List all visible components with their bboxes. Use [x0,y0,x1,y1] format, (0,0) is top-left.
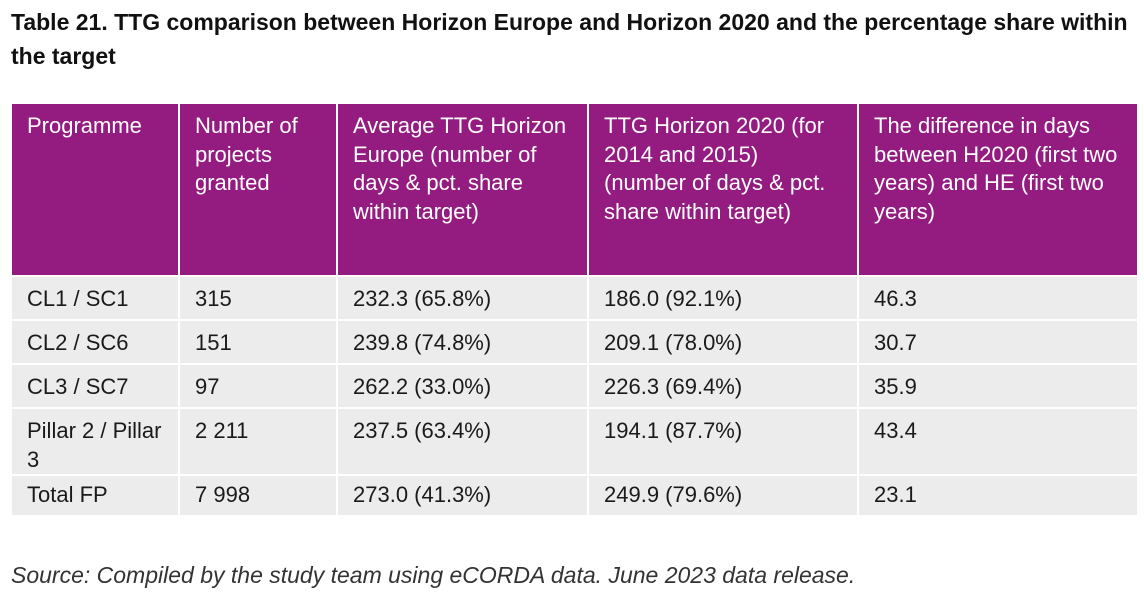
cell-ttg-he: 232.3 (65.8%) [336,275,588,320]
cell-difference: 30.7 [857,319,1137,364]
cell-projects: 315 [178,275,337,320]
cell-ttg-h2020: 186.0 (92.1%) [587,275,858,320]
cell-ttg-h2020: 194.1 (87.7%) [587,407,858,475]
table-row: CL1 / SC1 315 232.3 (65.8%) 186.0 (92.1%… [12,275,1137,320]
cell-programme: CL3 / SC7 [12,363,179,408]
header-difference-in-days: The difference in days between H2020 (fi… [857,104,1137,276]
header-programme: Programme [12,104,179,276]
cell-difference: 23.1 [857,474,1137,515]
table-row: Total FP 7 998 273.0 (41.3%) 249.9 (79.6… [12,474,1137,515]
cell-ttg-he: 239.8 (74.8%) [336,319,588,364]
cell-ttg-he: 237.5 (63.4%) [336,407,588,475]
table-row: CL3 / SC7 97 262.2 (33.0%) 226.3 (69.4%)… [12,363,1137,408]
cell-programme: CL1 / SC1 [12,275,179,320]
cell-difference: 46.3 [857,275,1137,320]
cell-projects: 7 998 [178,474,337,515]
cell-ttg-h2020: 249.9 (79.6%) [587,474,858,515]
cell-ttg-he: 262.2 (33.0%) [336,363,588,408]
cell-ttg-h2020: 226.3 (69.4%) [587,363,858,408]
table-caption: Table 21. TTG comparison between Horizon… [11,9,1128,69]
cell-projects: 97 [178,363,337,408]
table-row: Pillar 2 / Pillar 3 2 211 237.5 (63.4%) … [12,407,1137,475]
header-ttg-horizon-2020: TTG Horizon 2020 (for 2014 and 2015) (nu… [587,104,858,276]
cell-ttg-h2020: 209.1 (78.0%) [587,319,858,364]
source-note: Source: Compiled by the study team using… [11,562,856,588]
ttg-comparison-table: Programme Number of projects granted Ave… [12,104,1137,515]
cell-ttg-he: 273.0 (41.3%) [336,474,588,515]
cell-programme: Total FP [12,474,179,515]
header-average-ttg-horizon-europe: Average TTG Horizon Europe (number of da… [336,104,588,276]
cell-projects: 2 211 [178,407,337,475]
table-row: CL2 / SC6 151 239.8 (74.8%) 209.1 (78.0%… [12,319,1137,364]
cell-difference: 35.9 [857,363,1137,408]
cell-projects: 151 [178,319,337,364]
cell-programme: Pillar 2 / Pillar 3 [12,407,179,475]
cell-programme: CL2 / SC6 [12,319,179,364]
header-number-of-projects: Number of projects granted [178,104,337,276]
header-row: Programme Number of projects granted Ave… [12,104,1137,276]
cell-difference: 43.4 [857,407,1137,475]
